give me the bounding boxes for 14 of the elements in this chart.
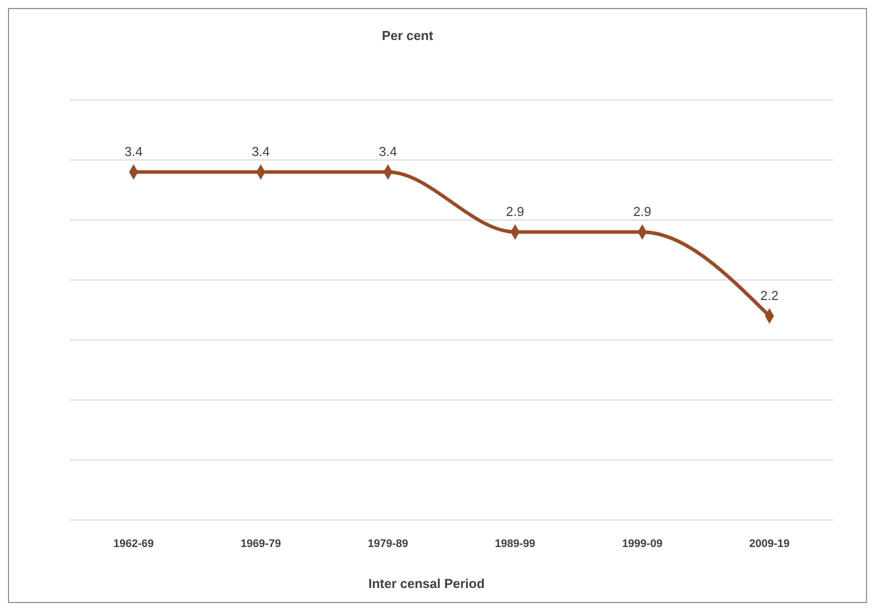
- data-label: 2.2: [760, 288, 778, 303]
- data-label: 3.4: [124, 144, 143, 159]
- x-axis-title: Inter censal Period: [368, 576, 485, 591]
- x-tick-label: 1989-99: [494, 538, 536, 550]
- data-label: 2.9: [506, 204, 524, 219]
- data-label: 3.4: [252, 144, 270, 159]
- x-tick-label: 1962-69: [113, 538, 154, 550]
- chart-title: Per cent: [382, 28, 434, 43]
- x-tick-label: 1979-89: [368, 538, 408, 550]
- x-tick-label: 1999-09: [622, 538, 662, 550]
- data-label: 2.9: [633, 204, 652, 219]
- x-tick-label: 1969-79: [240, 538, 281, 550]
- data-label: 3.4: [378, 144, 397, 159]
- x-tick-label: 2009-19: [749, 538, 790, 550]
